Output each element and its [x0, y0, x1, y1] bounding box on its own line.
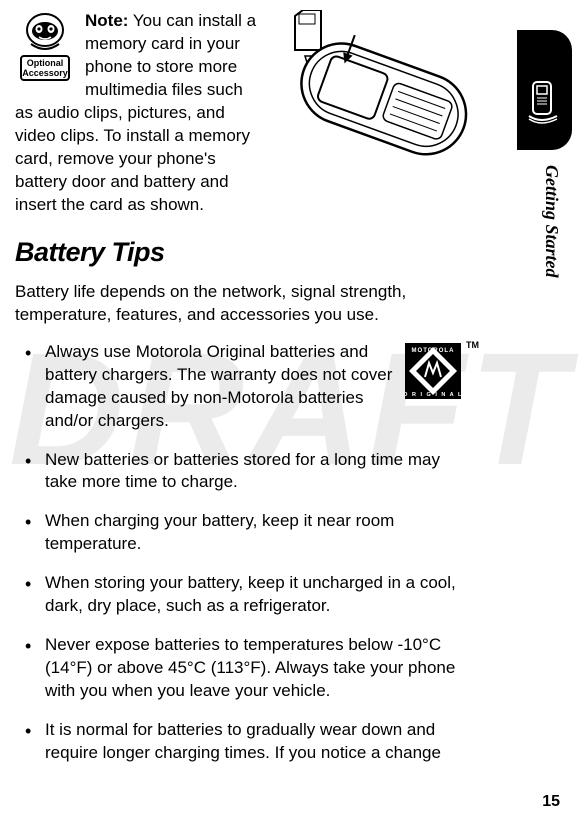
list-item: When charging your battery, keep it near… [45, 510, 475, 556]
section-heading: Battery Tips [15, 234, 475, 270]
note-label: Note: [85, 11, 128, 30]
tips-list: TM MOTOROLA O R I G I N A L Always use M… [15, 341, 475, 765]
page-number: 15 [542, 793, 560, 811]
page: Getting Started Optional Accessory [0, 0, 580, 817]
optional-accessory-icon: Optional Accessory [15, 12, 75, 84]
intro-paragraph: Battery life depends on the network, sig… [15, 281, 475, 327]
tip-text: Always use Motorola Original batteries a… [45, 342, 392, 430]
note-block: Optional Accessory [15, 10, 475, 216]
motorola-original-badge: TM MOTOROLA O R I G I N A L [405, 343, 475, 403]
tip-text: Never expose batteries to temperatures b… [45, 635, 455, 700]
tip-text: It is normal for batteries to gradually … [45, 720, 441, 762]
tip-text: When charging your battery, keep it near… [45, 511, 394, 553]
list-item: New batteries or batteries stored for a … [45, 449, 475, 495]
phone-tab-icon [523, 78, 567, 126]
chapter-label: Getting Started [541, 165, 562, 278]
list-item: TM MOTOROLA O R I G I N A L Always use M… [45, 341, 475, 433]
tip-text: When storing your battery, keep it uncha… [45, 573, 456, 615]
list-item: When storing your battery, keep it uncha… [45, 572, 475, 618]
chapter-tab [517, 30, 572, 150]
svg-text:O R I G I N A L: O R I G I N A L [405, 392, 461, 398]
trademark-symbol: TM [466, 339, 479, 351]
tip-text: New batteries or batteries stored for a … [45, 450, 440, 492]
list-item: It is normal for batteries to gradually … [45, 719, 475, 765]
svg-text:Accessory: Accessory [22, 68, 68, 78]
content-area: Optional Accessory [15, 10, 475, 765]
svg-text:Optional: Optional [27, 58, 64, 68]
list-item: Never expose batteries to temperatures b… [45, 634, 475, 703]
phone-memory-card-illustration [265, 10, 475, 195]
